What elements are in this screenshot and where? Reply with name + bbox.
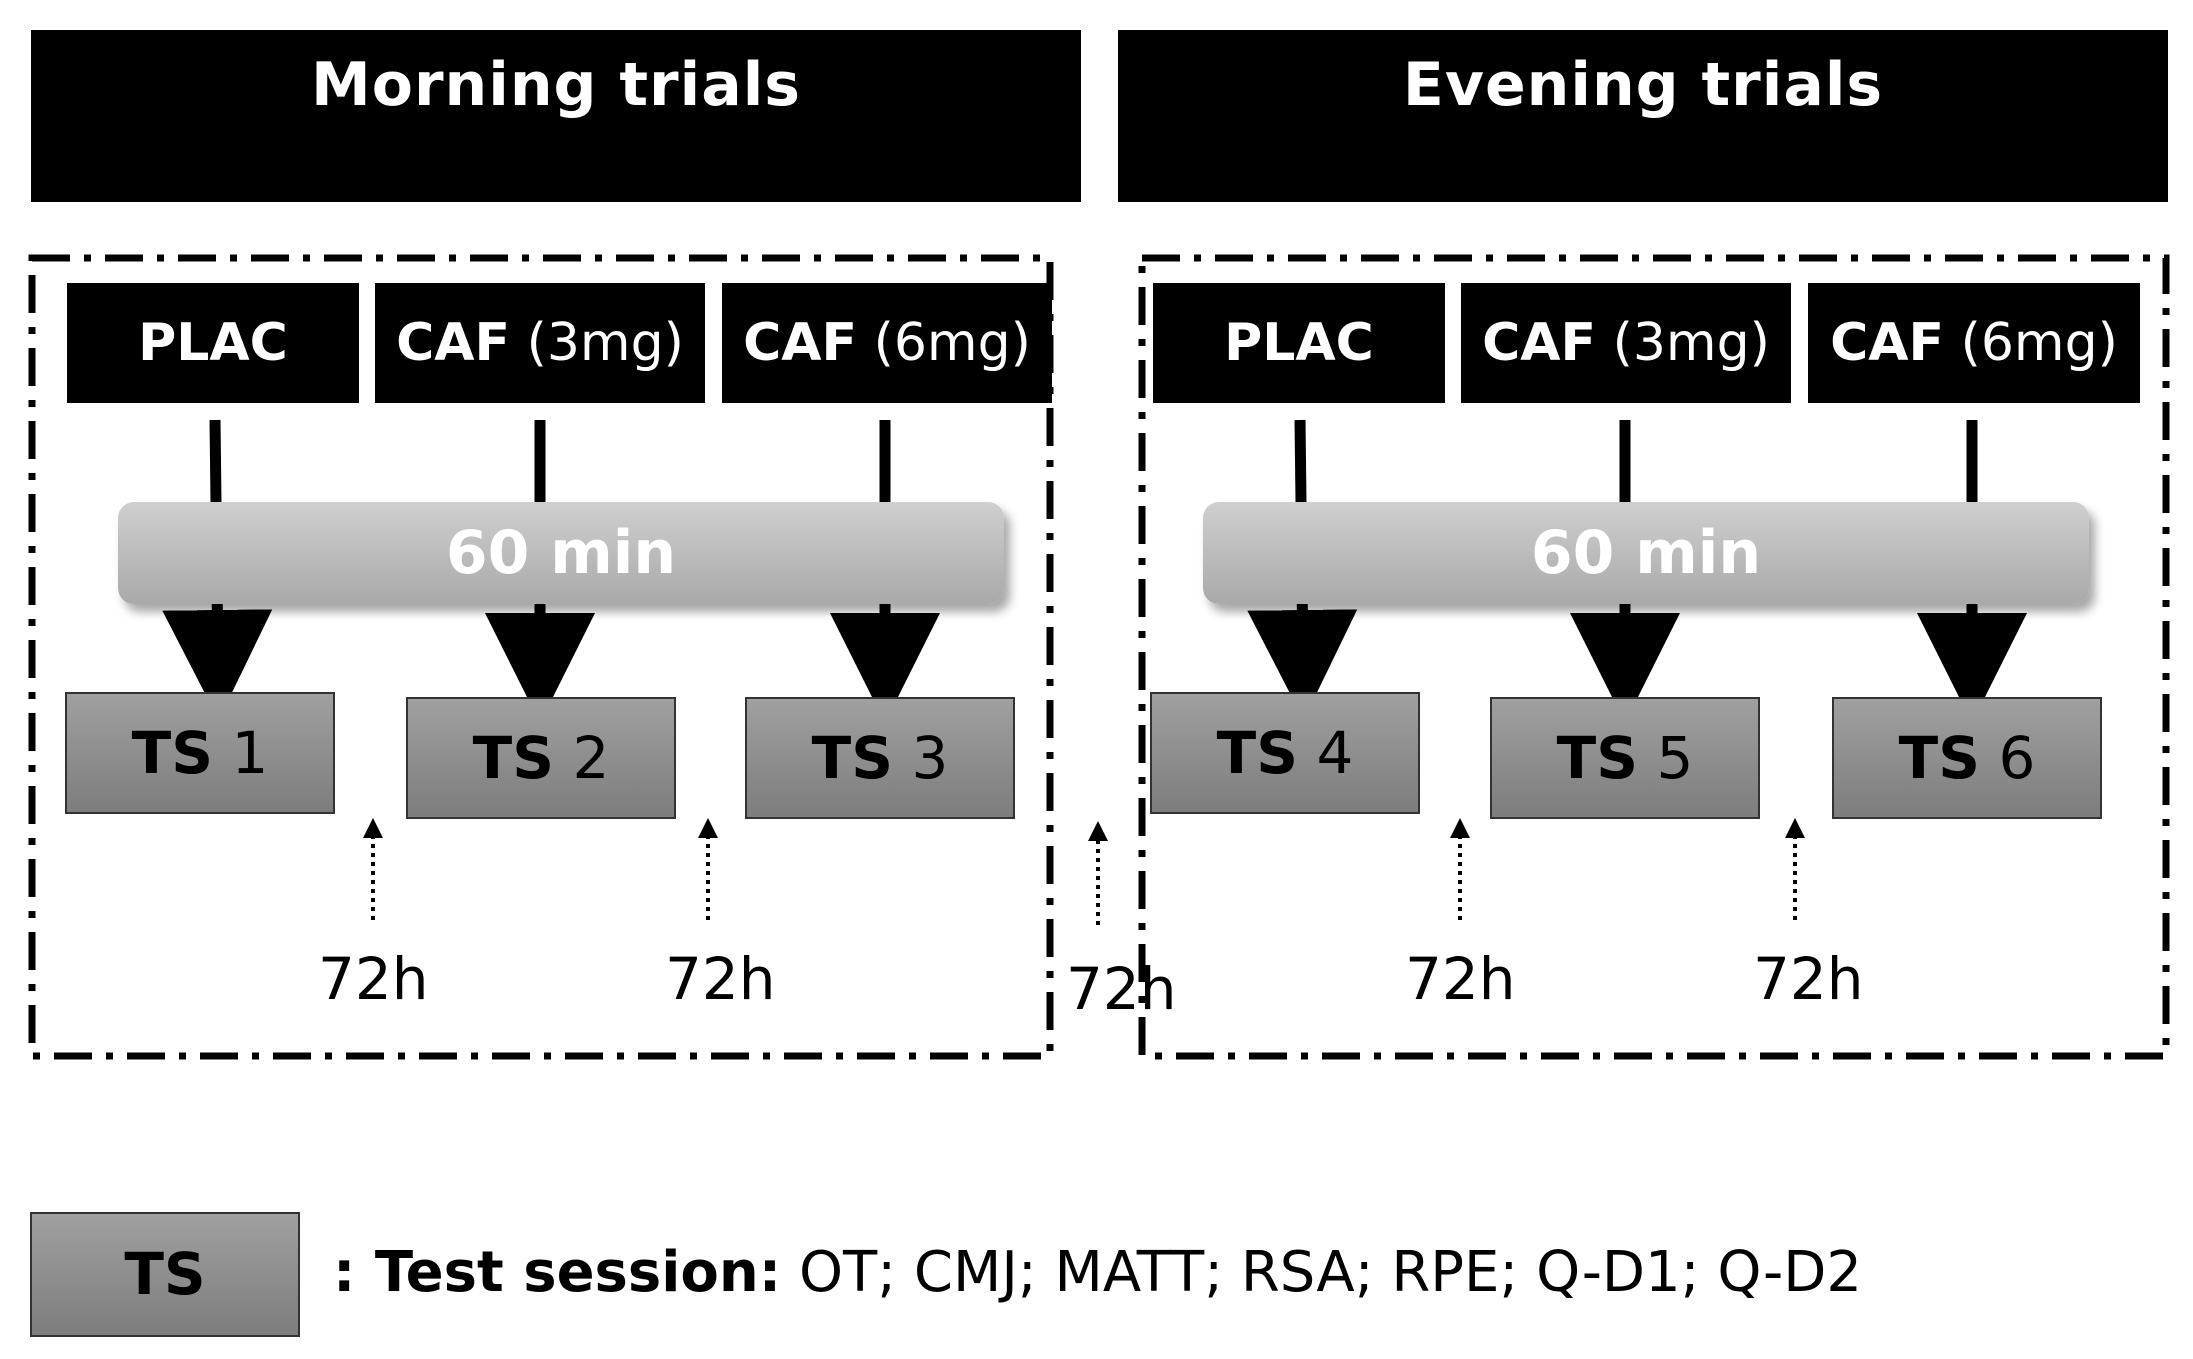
- test-session-6: TS 6: [1832, 697, 2102, 819]
- morning-trials-header: Morning trials: [31, 30, 1081, 202]
- legend-description: : Test session: OT; CMJ; MATT; RSA; RPE;…: [333, 1240, 1862, 1305]
- test-session-5: TS 5: [1490, 697, 1760, 819]
- morning-delay-bar: 60 min: [118, 502, 1004, 604]
- gap-label-between: 72h: [1066, 955, 1177, 1023]
- morning-condition-caf-3mg: CAF (3mg): [375, 283, 705, 403]
- test-session-2: TS 2: [406, 697, 676, 819]
- test-session-3: TS 3: [745, 697, 1015, 819]
- gap-label-2: 72h: [665, 945, 776, 1013]
- evening-condition-caf-3mg: CAF (3mg): [1461, 283, 1791, 403]
- morning-title: Morning trials: [311, 50, 801, 120]
- gap-label-5: 72h: [1753, 945, 1864, 1013]
- evening-condition-plac: PLAC: [1153, 283, 1445, 403]
- evening-title: Evening trials: [1402, 50, 1884, 120]
- test-session-1: TS 1: [65, 692, 335, 814]
- evening-trials-header: Evening trials: [1118, 30, 2168, 202]
- gap-label-4: 72h: [1405, 945, 1516, 1013]
- evening-group-frame: [1138, 254, 2170, 1060]
- legend-prefix: : Test session:: [333, 1240, 782, 1305]
- morning-condition-caf-6mg: CAF (6mg): [722, 283, 1052, 403]
- gap-label-1: 72h: [318, 945, 429, 1013]
- legend-items: OT; CMJ; MATT; RSA; RPE; Q-D1; Q-D2: [798, 1240, 1862, 1305]
- morning-condition-plac: PLAC: [67, 283, 359, 403]
- test-session-4: TS 4: [1150, 692, 1420, 814]
- legend-ts-box: TS: [30, 1212, 300, 1337]
- evening-delay-bar: 60 min: [1203, 502, 2089, 604]
- morning-group-frame: [28, 254, 1054, 1060]
- evening-condition-caf-6mg: CAF (6mg): [1808, 283, 2140, 403]
